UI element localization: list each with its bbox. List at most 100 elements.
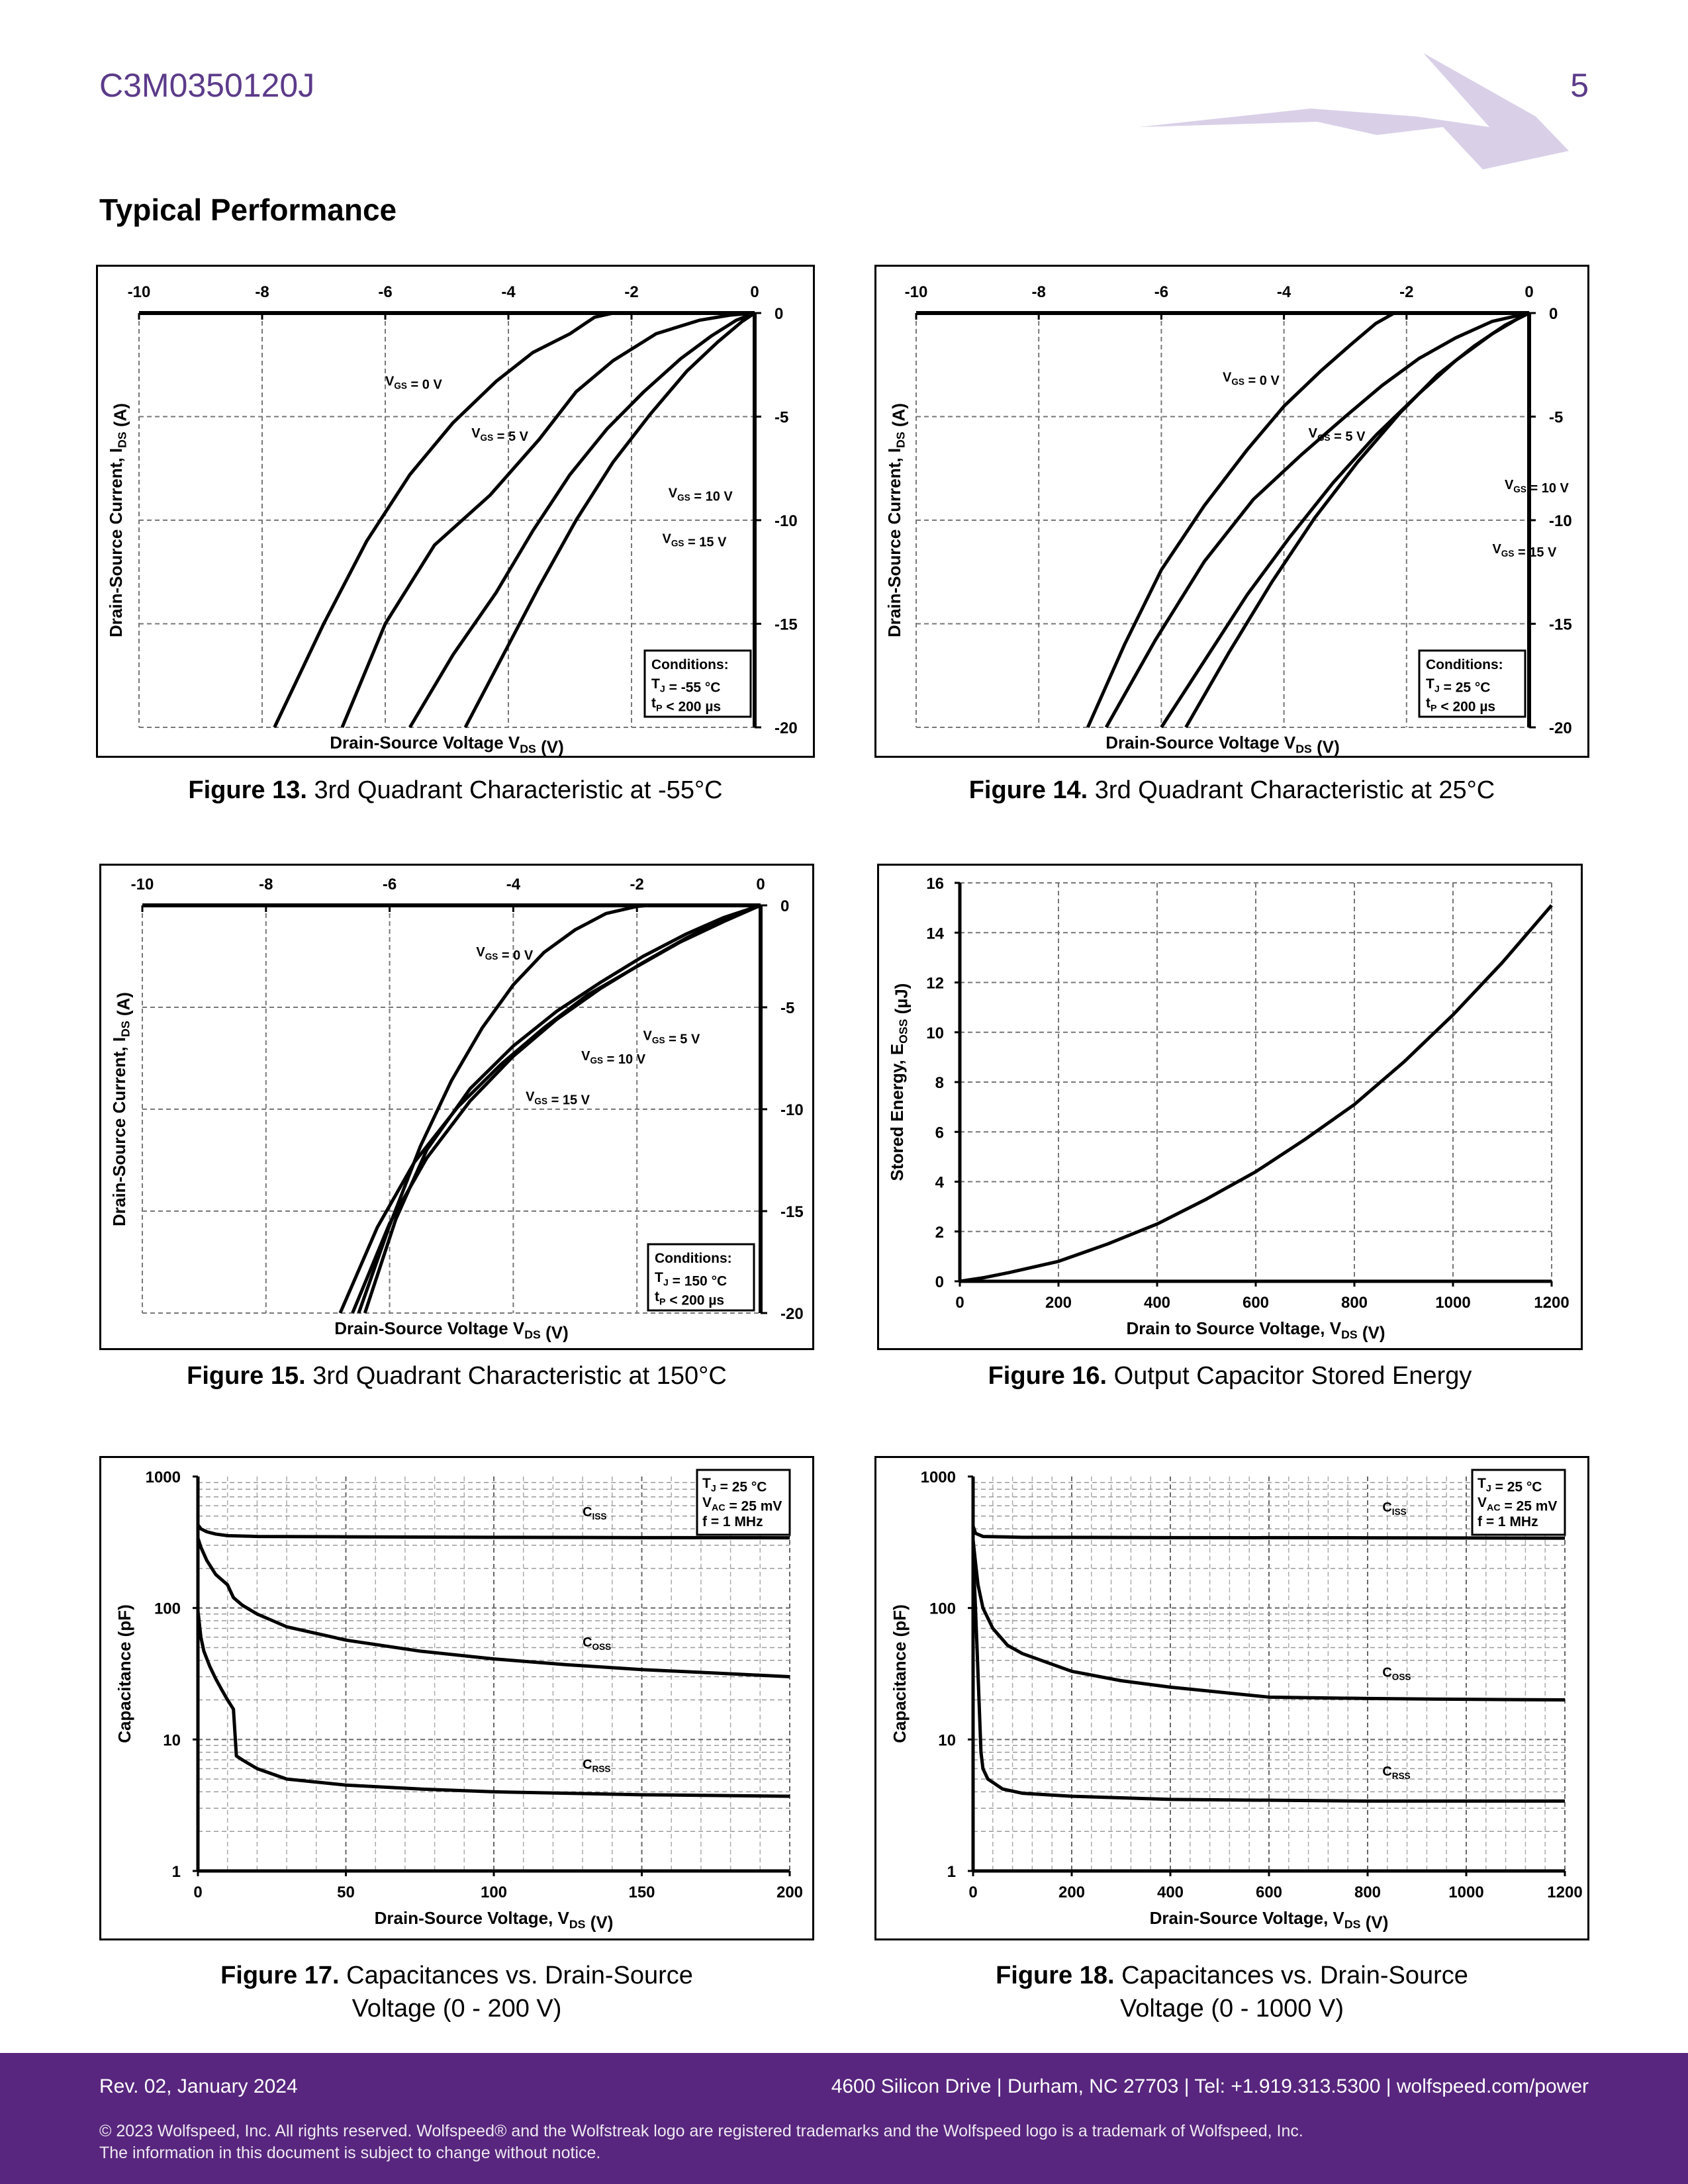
- y-tick-label: 0: [1549, 305, 1558, 323]
- x-tick-label: -6: [383, 876, 397, 893]
- x-axis-label: Drain to Source Voltage, VDS (V): [1126, 1318, 1385, 1343]
- footer-address: 4600 Silicon Drive | Durham, NC 27703 | …: [831, 2075, 1589, 2097]
- x-tick-label: 0: [968, 1884, 977, 1901]
- y-tick-label: -15: [780, 1203, 804, 1221]
- x-tick-label: -4: [1277, 283, 1291, 301]
- figure-13-caption: Figure 13. 3rd Quadrant Characteristic a…: [188, 776, 723, 804]
- y-tick-label: 10: [163, 1731, 181, 1749]
- footer-legal: © 2023 Wolfspeed, Inc. All rights reserv…: [99, 2120, 1303, 2164]
- series-annotation-2: VGS = 10 V: [669, 486, 733, 504]
- x-tick-label: 1200: [1547, 1884, 1582, 1901]
- figure-17-caption: Figure 17. Capacitances vs. Drain-Source…: [220, 1962, 693, 2023]
- x-tick-label: 800: [1341, 1294, 1368, 1312]
- conditions-box: [696, 1469, 791, 1536]
- y-tick-label: 10: [926, 1024, 944, 1042]
- y-tick-label: 1: [947, 1863, 956, 1881]
- y-tick-label: -10: [780, 1101, 804, 1119]
- conditions-line-0: TJ = 25 °C: [702, 1476, 767, 1494]
- series-line-1: [196, 1537, 790, 1679]
- series-line-0: [959, 904, 1553, 1283]
- series-annotation-1: COSS: [1382, 1666, 1411, 1682]
- footer-legal-line1: © 2023 Wolfspeed, Inc. All rights reserv…: [99, 2122, 1303, 2140]
- figure-16-panel: 0 200 400 600 800 1000 1200 0 2 4 6 8 10 12 14 16 Drain …: [877, 864, 1583, 1350]
- series-annotation-0: VGS = 0 V: [385, 375, 442, 392]
- figure-14-panel: -10 -8 -6 -4 -2 0 0 -5 -10 -15 -20 VGS = 0 V VGS = 5…: [874, 265, 1589, 758]
- figure-17-chart: 0 50 100 150 200 1 10 100 1000 CISS COSS CRSS Drain-…: [115, 1469, 803, 1933]
- x-tick-label: 200: [1045, 1294, 1072, 1312]
- x-tick-label: -10: [128, 283, 151, 301]
- y-tick-label: -20: [780, 1305, 804, 1323]
- page-number: 5: [1570, 67, 1589, 104]
- conditions-box: [643, 649, 752, 718]
- x-tick-label: 0: [756, 876, 765, 893]
- figure-17-panel: 0 50 100 150 200 1 10 100 1000 CISS COSS CRSS Drain-…: [99, 1456, 814, 1940]
- x-tick-label: -6: [378, 283, 392, 301]
- y-tick-label: 4: [935, 1174, 945, 1192]
- x-tick-label: 600: [1256, 1884, 1282, 1901]
- y-tick-label: -15: [1549, 616, 1572, 634]
- y-tick-label: 8: [935, 1074, 944, 1092]
- conditions-line-1: VAC = 25 mV: [702, 1495, 782, 1514]
- footer-legal-line2: The information in this document is subj…: [99, 2144, 601, 2162]
- conditions-line-1: TJ = -55 °C: [651, 676, 720, 695]
- x-tick-label: -8: [255, 283, 269, 301]
- y-tick-label: 2: [935, 1224, 944, 1242]
- footer-revision: Rev. 02, January 2024: [99, 2075, 298, 2097]
- section-title: Typical Performance: [99, 193, 397, 227]
- y-axis-label: Drain-Source Current, IDS (A): [109, 992, 134, 1226]
- x-tick-label: -2: [1399, 283, 1413, 301]
- series-line-1: [1104, 311, 1530, 729]
- y-tick-label: 0: [935, 1273, 944, 1291]
- y-tick-label: 16: [926, 875, 944, 893]
- x-tick-label: -2: [624, 283, 638, 301]
- y-tick-label: -20: [774, 719, 798, 737]
- y-tick-label: -5: [1549, 409, 1563, 427]
- series-annotation-2: CRSS: [1382, 1764, 1410, 1781]
- series-line-0: [1086, 311, 1529, 729]
- series-line-0: [971, 1525, 1566, 1540]
- y-tick-label: -5: [774, 409, 788, 427]
- conditions-line-1: VAC = 25 mV: [1477, 1495, 1557, 1514]
- conditions-box: [1418, 649, 1526, 718]
- figure-18-chart: 0 200 400 600 800 1000 1200 1 10 100 1000 CISS COSS C…: [890, 1469, 1583, 1933]
- footer: Rev. 02, January 2024 4600 Silicon Drive…: [0, 2053, 1688, 2184]
- conditions-line-0: Conditions:: [655, 1251, 732, 1266]
- y-axis-label: Drain-Source Current, IDS (A): [884, 403, 909, 637]
- x-axis-label: Drain-Source Voltage VDS (V): [1105, 733, 1339, 756]
- y-tick-label: 6: [935, 1124, 944, 1142]
- figure-13-panel: -10 -8 -6 -4 -2 0 0 -5 -10 -15 -20 VGS = 0 V VGS = 5…: [96, 265, 815, 758]
- y-tick-label: 0: [780, 897, 789, 915]
- y-tick-label: 12: [926, 975, 944, 993]
- x-axis-label: Drain-Source Voltage VDS (V): [330, 733, 563, 756]
- figure-18-caption: Figure 18. Capacitances vs. Drain-Source…: [996, 1962, 1468, 2023]
- x-tick-label: 1200: [1534, 1294, 1569, 1312]
- x-tick-label: 800: [1354, 1884, 1381, 1901]
- y-tick-label: -5: [780, 999, 794, 1017]
- conditions-line-1: TJ = 150 °C: [655, 1270, 727, 1289]
- figure-16-chart: 0 200 400 600 800 1000 1200 0 2 4 6 8 10 12 14 16 Drain …: [887, 875, 1570, 1343]
- x-tick-label: 400: [1157, 1884, 1184, 1901]
- x-tick-label: -6: [1154, 283, 1168, 301]
- x-tick-label: 200: [776, 1884, 803, 1901]
- x-tick-label: -2: [630, 876, 644, 893]
- x-tick-label: -8: [259, 876, 273, 893]
- x-tick-label: 0: [955, 1294, 964, 1312]
- conditions-line-2: f = 1 MHz: [1477, 1514, 1538, 1529]
- series-line-1: [340, 311, 755, 728]
- y-tick-label: -10: [1549, 512, 1572, 530]
- conditions-line-0: Conditions:: [1426, 657, 1503, 672]
- series-line-2: [408, 311, 755, 729]
- y-tick-label: 0: [774, 305, 783, 323]
- x-tick-label: 400: [1144, 1294, 1170, 1312]
- conditions-line-0: Conditions:: [651, 657, 729, 672]
- series-annotation-3: VGS = 15 V: [526, 1090, 590, 1108]
- y-tick-label: 1000: [146, 1469, 181, 1486]
- series-line-2: [196, 1610, 790, 1798]
- series-line-1: [971, 1539, 1566, 1702]
- x-tick-label: 200: [1058, 1884, 1085, 1901]
- conditions-line-2: tP < 200 µs: [655, 1289, 724, 1308]
- y-tick-label: 10: [938, 1731, 956, 1749]
- x-tick-label: -10: [905, 283, 928, 301]
